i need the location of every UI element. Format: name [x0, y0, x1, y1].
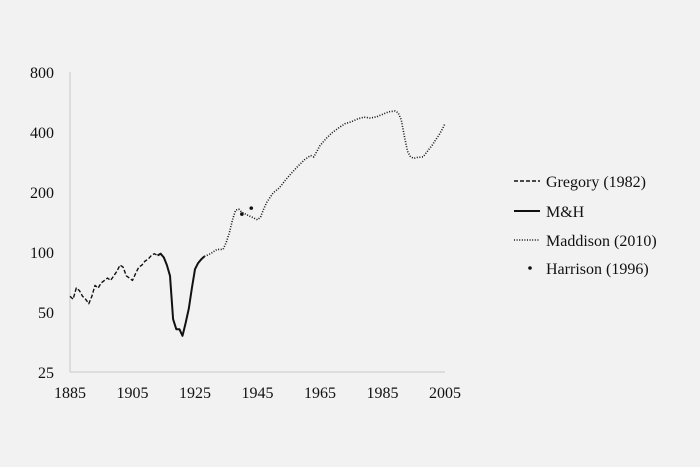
legend-label-maddison: Maddison (2010) — [546, 233, 657, 250]
x-tick-label: 1945 — [242, 385, 274, 402]
legend-label-gregory: Gregory (1982) — [546, 174, 646, 191]
legend-marker-harrison — [528, 266, 532, 270]
y-tick-label: 50 — [38, 305, 54, 322]
series-line-maddison — [204, 110, 446, 258]
legend: Gregory (1982) M&H Maddison (2010) Harri… — [514, 174, 657, 278]
x-tick-label: 1885 — [54, 385, 86, 402]
harrison-point — [240, 212, 244, 216]
x-tick-label: 1925 — [179, 385, 211, 402]
x-tick-label: 1985 — [367, 385, 399, 402]
series-line-gregory — [69, 253, 158, 305]
x-tick-label: 2005 — [429, 385, 461, 402]
x-tick-label: 1965 — [304, 385, 336, 402]
y-tick-label: 200 — [30, 185, 54, 202]
y-tick-label: 100 — [30, 245, 54, 262]
series-layer — [69, 110, 446, 337]
harrison-point — [249, 206, 254, 210]
x-tick-label: 1905 — [117, 385, 149, 402]
legend-label-harrison: Harrison (1996) — [546, 261, 649, 278]
series-line-mh — [156, 252, 206, 337]
y-tick-label: 25 — [38, 365, 54, 382]
y-tick-label: 800 — [30, 65, 54, 82]
legend-label-mh: M&H — [546, 204, 585, 221]
y-tick-label: 400 — [30, 125, 54, 142]
